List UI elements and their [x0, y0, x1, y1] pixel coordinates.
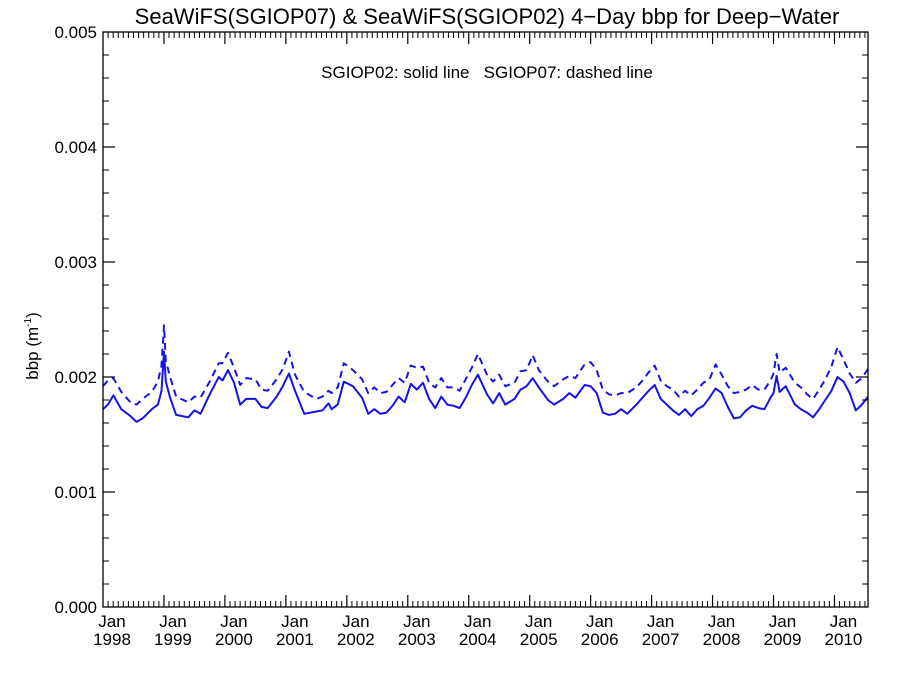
x-tick-label-year: 2010 [825, 630, 863, 649]
series-line-sgiop02 [102, 350, 869, 423]
x-tick-label-year: 2000 [215, 630, 253, 649]
x-axis: Jan1998Jan1999Jan2000Jan2001Jan2002Jan20… [93, 32, 866, 649]
chart-title: SeaWiFS(SGIOP07) & SeaWiFS(SGIOP02) 4−Da… [135, 4, 840, 29]
y-tick-label: 0.002 [54, 368, 97, 387]
x-tick-label-year: 1999 [154, 630, 192, 649]
x-tick-label-month: Jan [403, 612, 430, 631]
y-tick-label: 0.003 [54, 253, 97, 272]
y-axis-label-exponent: -1 [23, 317, 34, 326]
x-tick-label-month: Jan [342, 612, 369, 631]
y-tick-label: 0.000 [54, 598, 97, 617]
y-tick-label: 0.005 [54, 23, 97, 42]
x-tick-label-year: 2007 [642, 630, 680, 649]
x-tick-label-year: 2008 [703, 630, 741, 649]
x-tick-label-year: 2002 [337, 630, 375, 649]
x-tick-label-month: Jan [769, 612, 796, 631]
x-tick-label-month: Jan [647, 612, 674, 631]
y-axis-label-close: ) [23, 312, 42, 318]
y-axis: 0.000 0.001 0.002 0.003 0.004 0.005 [54, 23, 868, 617]
x-tick-label-month: Jan [464, 612, 491, 631]
x-tick-label-year: 2003 [398, 630, 436, 649]
x-tick-label-month: Jan [98, 612, 125, 631]
x-tick-label-year: 2009 [764, 630, 802, 649]
plot-lines [102, 324, 869, 423]
x-tick-label-month: Jan [159, 612, 186, 631]
plot-frame [102, 31, 869, 608]
legend-annotation: SGIOP02: solid line SGIOP07: dashed line [321, 63, 653, 82]
y-axis-label: bbp (m-1) [23, 312, 42, 380]
x-tick-label-month: Jan [525, 612, 552, 631]
x-tick-label-month: Jan [281, 612, 308, 631]
x-tick-label-year: 2006 [581, 630, 619, 649]
y-axis-label-main: bbp (m [23, 327, 42, 380]
x-tick-label-month: Jan [708, 612, 735, 631]
x-tick-label-month: Jan [220, 612, 247, 631]
x-tick-label-month: Jan [586, 612, 613, 631]
x-tick-label-year: 2004 [459, 630, 497, 649]
x-tick-label-year: 2005 [520, 630, 558, 649]
series-line-sgiop07 [102, 324, 869, 406]
y-tick-label: 0.001 [54, 483, 97, 502]
x-tick-label-year: 1998 [93, 630, 131, 649]
y-tick-label: 0.004 [54, 138, 97, 157]
x-tick-label-month: Jan [830, 612, 857, 631]
x-tick-label-year: 2001 [276, 630, 314, 649]
